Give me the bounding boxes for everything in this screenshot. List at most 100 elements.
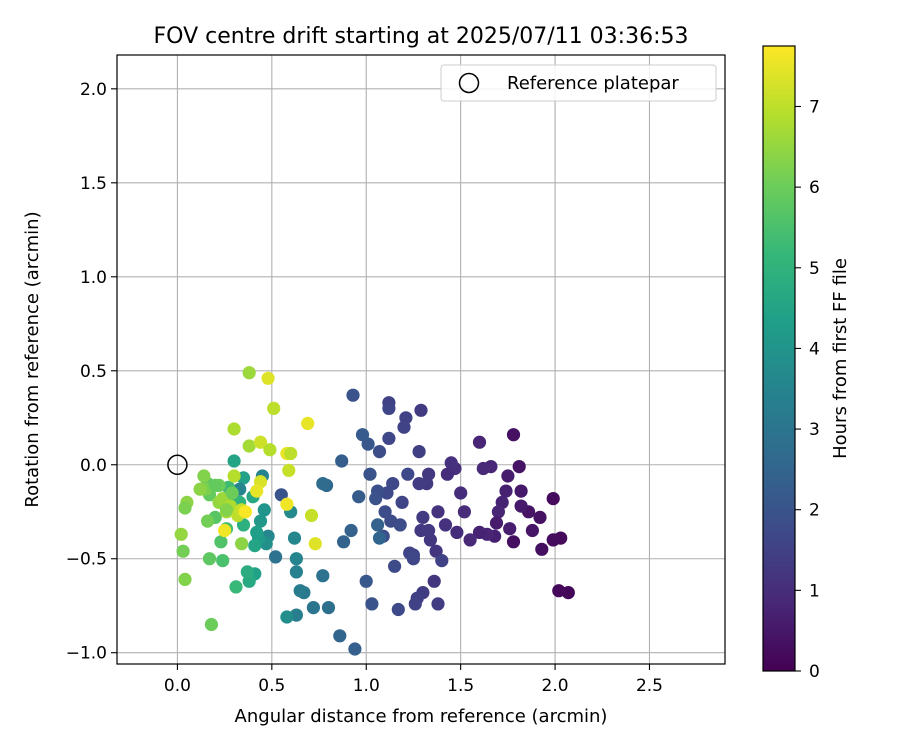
data-point — [242, 366, 256, 380]
data-point — [365, 597, 379, 611]
data-point — [289, 565, 303, 579]
y-tick-label: 1.0 — [80, 268, 107, 288]
data-point — [225, 486, 239, 500]
data-point — [388, 559, 402, 573]
data-point — [282, 463, 296, 477]
reference-platepar-marker — [167, 454, 188, 476]
y-tick-label: 0.5 — [80, 362, 107, 382]
plot-background — [117, 55, 725, 664]
data-point — [463, 533, 477, 547]
y-tick-label: 1.5 — [80, 174, 107, 194]
x-axis-label: Angular distance from reference (arcmin) — [235, 706, 608, 727]
data-point — [397, 420, 411, 434]
y-axis-label: Rotation from reference (arcmin) — [22, 211, 43, 507]
data-point — [253, 435, 268, 449]
data-point — [499, 484, 513, 498]
colorbar-tick-label: 6 — [809, 178, 820, 198]
x-tick-label: 1.5 — [447, 676, 474, 696]
data-point — [435, 554, 449, 568]
data-point — [335, 454, 349, 468]
data-point — [348, 642, 362, 656]
data-point — [301, 416, 315, 430]
data-point — [359, 574, 373, 588]
x-tick-label: 1.0 — [353, 676, 380, 696]
data-point — [438, 518, 453, 532]
data-point — [248, 539, 262, 553]
data-point — [235, 537, 249, 551]
data-point — [257, 503, 271, 517]
colorbar-tick-label: 5 — [809, 259, 820, 279]
data-point — [391, 602, 405, 617]
data-point — [250, 484, 264, 498]
data-point — [414, 523, 428, 538]
colorbar-bar — [762, 45, 796, 672]
data-point — [412, 445, 426, 459]
data-point — [533, 510, 547, 524]
data-point — [506, 535, 521, 549]
data-point — [440, 467, 454, 481]
data-point — [306, 601, 320, 615]
data-point — [450, 525, 464, 540]
data-point — [219, 503, 234, 517]
data-point — [238, 505, 252, 519]
data-point — [333, 629, 347, 643]
x-tick-label: 2.0 — [542, 676, 569, 696]
colorbar-tick-label: 2 — [809, 501, 820, 521]
data-point — [304, 508, 319, 523]
colorbar-tick-label: 4 — [809, 339, 820, 359]
legend-reference-icon — [458, 72, 480, 94]
data-point — [472, 525, 487, 540]
data-point — [506, 428, 521, 442]
legend-box — [440, 64, 717, 102]
data-point — [253, 514, 268, 528]
data-point — [444, 456, 458, 470]
data-point — [204, 617, 218, 632]
data-point — [372, 531, 387, 545]
data-point — [289, 552, 303, 566]
data-point — [514, 499, 528, 513]
data-point — [472, 435, 487, 449]
data-point — [227, 422, 241, 436]
data-point — [355, 428, 370, 442]
data-point — [476, 461, 490, 476]
data-point — [395, 495, 409, 509]
legend: Reference platepar — [440, 64, 717, 102]
chart-title: FOV centre drift starting at 2025/07/11 … — [154, 24, 689, 49]
colorbar-tick-label: 3 — [809, 420, 820, 440]
colorbar-tick-label: 1 — [809, 581, 820, 601]
x-tick-label: 0.0 — [164, 676, 191, 696]
data-point — [208, 478, 222, 492]
data-point — [267, 401, 281, 415]
data-point — [427, 574, 441, 588]
data-point — [178, 501, 192, 515]
data-point — [321, 601, 336, 615]
y-tick-label: 0.0 — [80, 456, 107, 476]
data-point — [414, 403, 428, 417]
data-point — [382, 401, 396, 415]
data-point — [202, 552, 217, 566]
x-tick-label: 2.5 — [636, 676, 663, 696]
data-point — [352, 490, 366, 504]
data-point — [344, 523, 358, 538]
data-point — [201, 514, 215, 528]
data-point — [401, 467, 415, 481]
data-point — [269, 550, 283, 564]
legend-label: Reference platepar — [507, 73, 679, 94]
data-point — [552, 584, 566, 598]
data-point — [280, 610, 294, 624]
data-point — [284, 446, 298, 461]
data-point — [250, 525, 264, 540]
data-point — [363, 467, 377, 481]
y-tick-label: 2.0 — [80, 80, 107, 100]
data-point — [457, 505, 471, 519]
data-point — [263, 443, 277, 457]
colorbar-tick-label: 7 — [809, 97, 820, 117]
data-point — [416, 510, 430, 524]
data-point — [503, 522, 517, 536]
data-point — [412, 477, 426, 491]
data-point — [242, 439, 256, 453]
data-point — [408, 597, 422, 611]
data-points — [174, 366, 575, 656]
data-point — [287, 531, 302, 545]
